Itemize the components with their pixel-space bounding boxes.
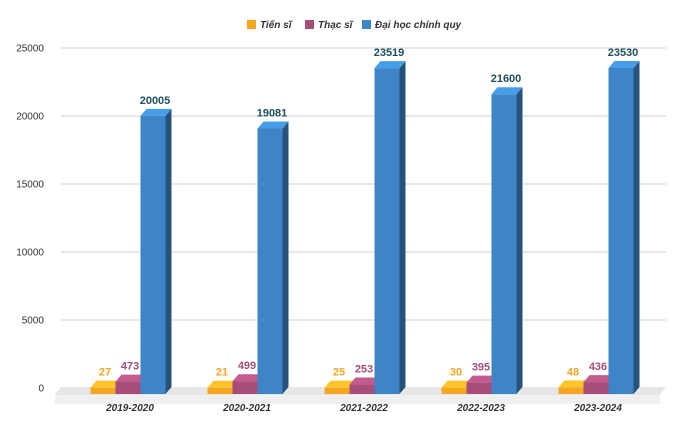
bar	[374, 61, 406, 394]
bar-top	[441, 380, 473, 388]
y-tick-label: 0	[38, 384, 44, 395]
bar-front	[115, 381, 141, 394]
bar-top	[232, 374, 264, 382]
bar-front	[491, 94, 517, 395]
data-label: 473	[121, 361, 139, 373]
bar-front	[558, 387, 584, 394]
data-label: 25	[333, 367, 345, 379]
data-label: 27	[99, 367, 111, 379]
data-label: 23530	[608, 47, 639, 59]
y-tick-label: 20000	[16, 112, 44, 123]
bar-top	[491, 87, 523, 95]
legend-swatch	[247, 20, 256, 29]
y-tick-label: 10000	[16, 248, 44, 259]
bar-front	[441, 387, 467, 394]
bar	[608, 60, 640, 394]
legend-label: Đại học chính quy	[375, 20, 462, 31]
data-label: 21600	[491, 73, 522, 85]
data-label: 436	[589, 361, 607, 373]
bar-front	[140, 115, 166, 394]
bar-side	[282, 121, 289, 394]
bar-front	[257, 128, 283, 394]
bar-top	[349, 377, 381, 385]
bar	[257, 121, 289, 394]
bar-side	[165, 108, 172, 394]
legend-item: Tiến sĩ	[247, 19, 294, 31]
x-tick-label: 2021-2022	[339, 403, 388, 414]
data-label: 253	[355, 364, 373, 376]
bar-top	[583, 375, 615, 383]
data-label: 20005	[140, 95, 171, 107]
legend-label: Tiến sĩ	[260, 19, 294, 31]
legend-label: Thạc sĩ	[318, 20, 355, 31]
bar-front	[608, 67, 634, 394]
bar-front	[324, 387, 350, 394]
bar-top	[374, 61, 406, 69]
y-tick-label: 5000	[22, 316, 45, 327]
bar-front	[232, 381, 258, 394]
bar-top	[558, 380, 590, 388]
data-label: 499	[238, 360, 256, 372]
bar-front	[466, 382, 492, 394]
legend-swatch	[362, 20, 371, 29]
bar-front	[207, 387, 233, 394]
y-tick-label: 15000	[16, 180, 44, 191]
bar-top	[90, 380, 122, 388]
data-label: 30	[450, 367, 462, 379]
chart-floor-front	[55, 395, 660, 404]
bar	[140, 108, 172, 394]
x-tick-label: 2019-2020	[105, 403, 154, 414]
y-tick-label: 25000	[16, 44, 44, 55]
x-tick-label: 2023-2024	[573, 403, 622, 414]
bar-top	[140, 108, 172, 116]
legend-swatch	[305, 20, 314, 29]
bar-front	[374, 68, 400, 394]
legend-item: Thạc sĩ	[305, 20, 355, 31]
data-label: 395	[472, 362, 490, 374]
bar-top	[608, 60, 640, 68]
bar-top	[115, 374, 147, 382]
bar-front	[583, 382, 609, 394]
bar	[491, 87, 523, 395]
legend-item: Đại học chính quy	[362, 20, 462, 31]
bar-side	[633, 60, 640, 394]
bar-top	[466, 375, 498, 383]
bar-top	[324, 380, 356, 388]
bar-front	[90, 387, 116, 394]
bar-front	[349, 384, 375, 394]
x-tick-label: 2022-2023	[456, 403, 505, 414]
bar-top	[207, 380, 239, 388]
bar-top	[257, 121, 289, 129]
data-label: 19081	[257, 107, 288, 119]
data-label: 48	[567, 366, 579, 378]
x-tick-label: 2020-2021	[222, 403, 271, 414]
data-label: 23519	[374, 47, 405, 59]
bar-side	[516, 87, 523, 395]
bar-side	[399, 61, 406, 394]
data-label: 21	[216, 367, 228, 379]
